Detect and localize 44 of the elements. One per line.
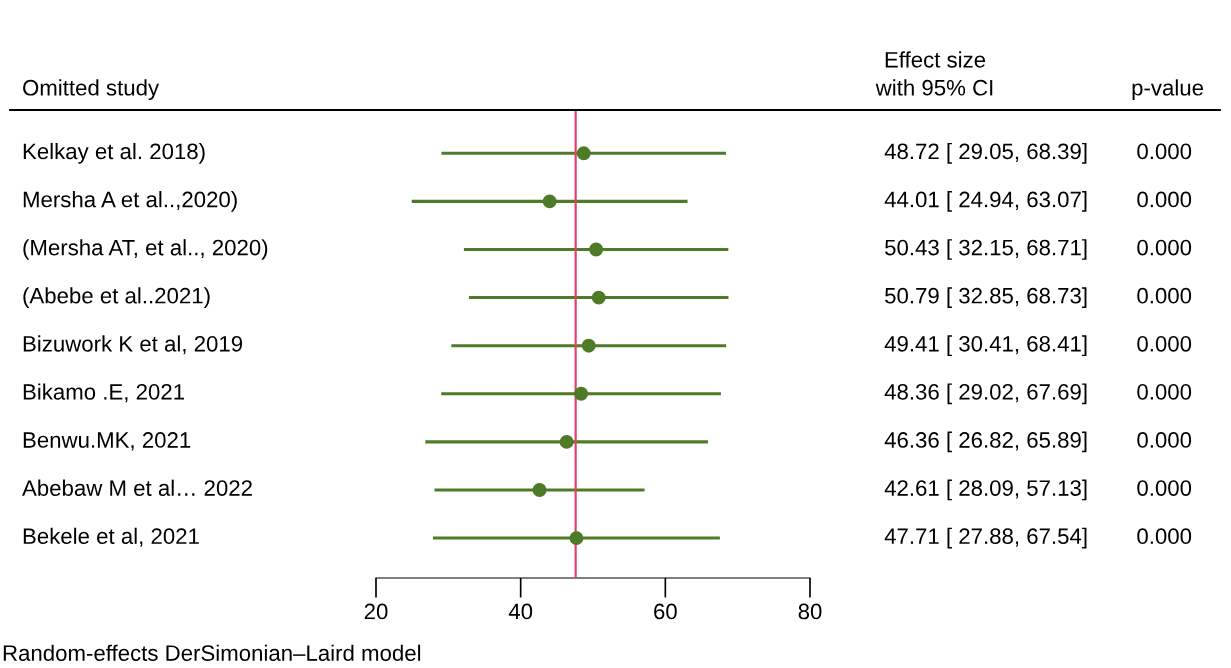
text: p-value: [1132, 79, 1204, 100]
data-label: 48.36 [ 29.02, 67.69]: [884, 383, 1087, 405]
data-label: 47.71 [ 27.88, 67.54]: [884, 527, 1087, 549]
y-tick-label: Benwu.MK, 2021: [23, 432, 191, 451]
point: [589, 242, 604, 257]
y-tick-label: Mersha A et al..,2020): [23, 191, 237, 212]
data-label: 50.79 [ 32.85, 68.73]: [885, 287, 1087, 308]
data-label: 46.36 [ 26.82, 65.89]: [884, 431, 1087, 453]
data-label: 48.72 [ 29.05, 68.39]: [884, 142, 1087, 164]
x-tick-label: 80: [798, 603, 822, 620]
text: 0.000: [1137, 480, 1192, 496]
point: [574, 386, 589, 401]
point: [591, 290, 606, 305]
y-tick-label: Abebaw M et al… 2022: [22, 479, 252, 496]
data-label: 49.41 [ 30.41, 68.41]: [884, 335, 1087, 357]
text: Effect size with 95% CI: [875, 51, 993, 96]
text: 0.000: [1137, 191, 1192, 208]
point: [569, 531, 584, 546]
point: [532, 483, 547, 497]
text: 0.000: [1137, 239, 1192, 256]
y-tick-label: Kelkay et al. 2018): [23, 142, 205, 164]
text: 0.000: [1137, 384, 1192, 400]
point: [559, 434, 574, 449]
y-tick-label: (Abebe et al..2021): [23, 287, 210, 308]
text: 0.000: [1137, 432, 1192, 448]
text: 0.000: [1137, 287, 1192, 304]
data-label: 44.01 [ 24.94, 63.07]: [884, 191, 1087, 212]
text: 0.000: [1137, 335, 1192, 352]
x-tick-label: 60: [654, 603, 677, 620]
point: [581, 338, 596, 353]
x-tick-label: 40: [508, 603, 533, 620]
point: [542, 194, 557, 209]
text: 0.000: [1137, 528, 1192, 545]
text: 0.000: [1137, 143, 1192, 160]
y-tick-label: (Mersha AT, et al.., 2020): [23, 239, 268, 260]
point: [576, 146, 591, 161]
data-label: 50.43 [ 32.15, 68.71]: [885, 239, 1087, 260]
data-label: 42.61 [ 28.09, 57.13]: [884, 479, 1087, 501]
y-tick-label: Bekele et al, 2021: [23, 527, 199, 547]
y-tick-label: Bizuwork K et al, 2019: [23, 335, 243, 355]
y-tick-label: Bikamo .E, 2021: [23, 383, 184, 403]
text: Random-effects DerSimonian–Laird model: [3, 644, 421, 661]
x-tick-label: 20: [364, 603, 388, 620]
text: Omitted study: [23, 79, 160, 100]
